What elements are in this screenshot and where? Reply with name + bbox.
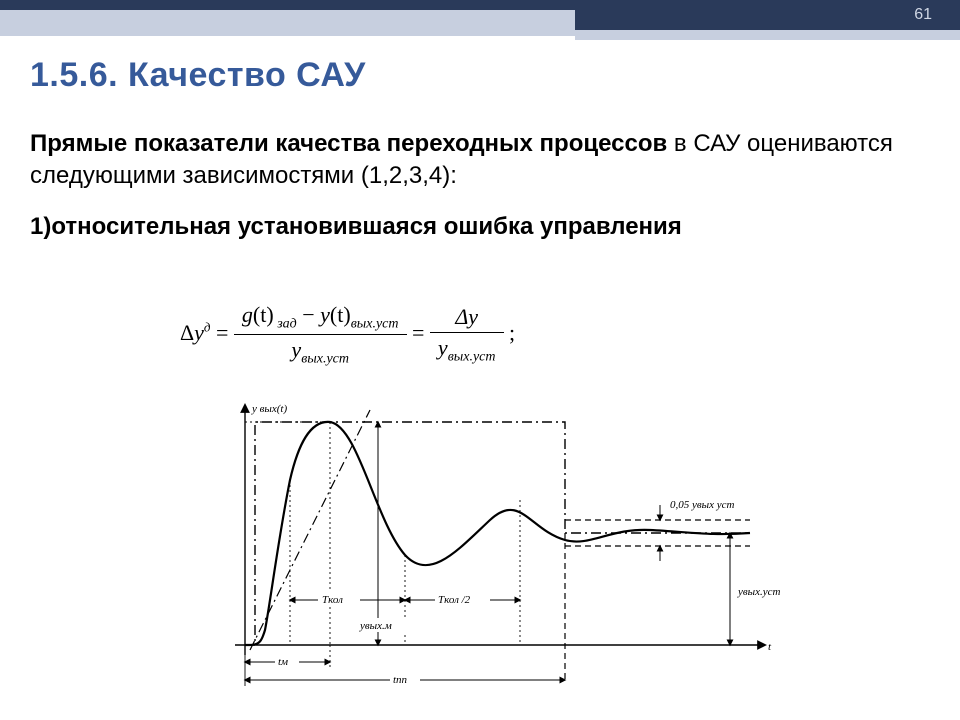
label-tol: 0,05 увых уст xyxy=(670,499,735,511)
f-frac1: g(t) зад − y(t)вых.уст yвых.уст xyxy=(234,300,407,370)
band-light-thin xyxy=(0,30,575,36)
band-dark-right xyxy=(575,0,960,30)
f-semicolon: ; xyxy=(509,320,515,345)
label-ym: увых.м xyxy=(359,620,392,632)
y-axis-label: y вых(t) xyxy=(251,403,287,415)
f-eq2: = xyxy=(412,320,430,345)
label-tkol2: Tкол /2 xyxy=(438,594,471,606)
item-1: 1)относительная установившаяся ошибка уп… xyxy=(30,211,930,243)
response-chart: Tкол Tкол /2 увых.м увых.уст 0,05 увых у… xyxy=(190,400,790,700)
band-dark-left xyxy=(0,0,575,10)
label-yust: увых.уст xyxy=(737,586,781,598)
setpoint-step xyxy=(245,422,750,645)
chart-svg: Tкол Tкол /2 увых.м увых.уст 0,05 увых у… xyxy=(190,400,790,700)
para-lead: Прямые показатели качества переходных пр… xyxy=(30,130,667,157)
label-tm: tм xyxy=(278,656,288,668)
body-text: Прямые показатели качества переходных пр… xyxy=(30,128,930,261)
page-number: 61 xyxy=(914,6,932,24)
f-eq1: = xyxy=(216,320,234,345)
x-axis-label: t xyxy=(768,641,772,653)
f-lhs: Δyд xyxy=(180,320,216,345)
formula: Δyд = g(t) зад − y(t)вых.уст yвых.уст = … xyxy=(180,300,800,380)
band-light-right xyxy=(575,30,960,40)
band-light-left xyxy=(0,10,575,30)
f-frac2: Δy yвых.уст xyxy=(430,302,504,367)
label-tkol: Tкол xyxy=(322,594,343,606)
slide-title: 1.5.6. Качество САУ xyxy=(30,56,366,95)
label-tpp: tпп xyxy=(393,674,408,686)
